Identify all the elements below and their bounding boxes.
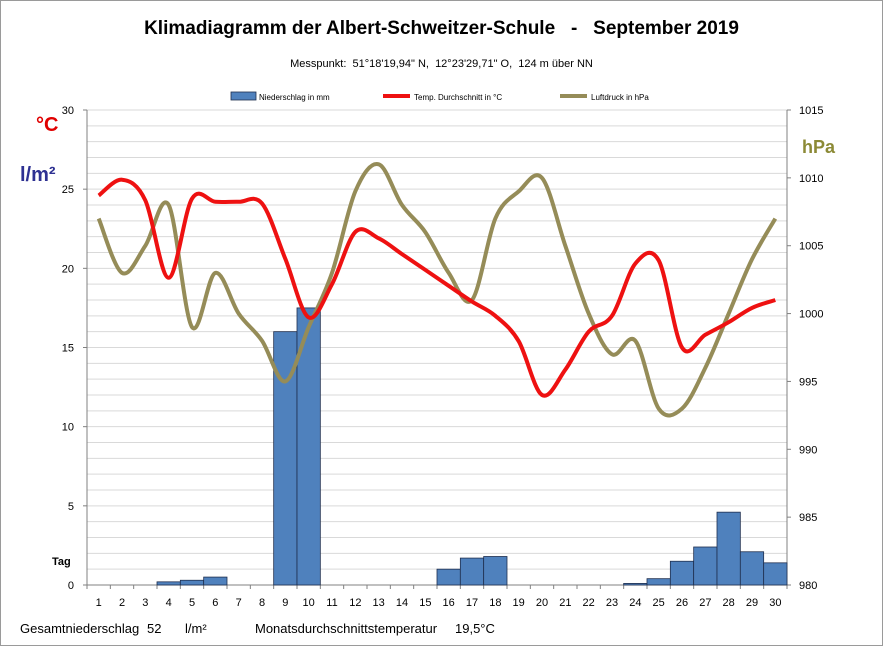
- x-tick-label: 1: [96, 597, 102, 609]
- precip-bar: [716, 511, 741, 586]
- left-tick-label: 15: [62, 343, 74, 355]
- precip-bar: [763, 562, 788, 586]
- x-tick-label: 22: [583, 597, 595, 609]
- x-tick-label: 12: [349, 597, 361, 609]
- right-tick-label: 1000: [799, 309, 823, 321]
- chart-title: Klimadiagramm der Albert-Schweitzer-Schu…: [144, 18, 739, 39]
- total-precip-unit: l/m²: [185, 621, 207, 636]
- x-tick-label: 25: [653, 597, 665, 609]
- x-tick-label: 18: [489, 597, 501, 609]
- legend-label-pressure: Luftdruck in hPa: [591, 93, 649, 102]
- precip-bar: [646, 578, 671, 586]
- precip-bar: [179, 579, 205, 586]
- x-tick-label: 11: [326, 597, 337, 609]
- left-tick-label: 20: [62, 263, 74, 275]
- precip-bar: [623, 583, 648, 586]
- x-tick-label: 3: [142, 597, 148, 609]
- x-tick-label: 4: [166, 597, 172, 609]
- x-tick-label: 10: [303, 597, 315, 609]
- precip-bar: [203, 576, 228, 586]
- precip-bar: [669, 560, 695, 586]
- temperature-line: [97, 177, 776, 398]
- right-tick-label: 985: [799, 512, 817, 524]
- total-precip-value: 52: [147, 621, 162, 636]
- right-tick-label: 1010: [799, 173, 823, 185]
- right-tick-label: 1015: [799, 105, 823, 117]
- precip-bar: [156, 581, 181, 586]
- x-tick-label: 13: [373, 597, 385, 609]
- left-tick-label: 5: [68, 501, 74, 513]
- x-tick-label: 15: [419, 597, 431, 609]
- left-tick-label: 10: [62, 422, 74, 434]
- left-axis-unit-celsius: °C: [36, 114, 59, 136]
- precip-bar: [459, 557, 485, 586]
- x-tick-label: 5: [189, 597, 195, 609]
- x-tick-label: 27: [699, 597, 711, 609]
- pressure-line: [96, 162, 778, 418]
- x-tick-label: 19: [513, 597, 525, 609]
- x-tick-label: 24: [629, 597, 641, 609]
- right-axis-unit-hpa: hPa: [802, 137, 836, 157]
- precip-bar: [483, 556, 508, 586]
- x-tick-label: 30: [769, 597, 781, 609]
- avg-temp-value: 19,5°C: [455, 621, 495, 636]
- right-tick-label: 995: [799, 376, 817, 388]
- legend-label-precip: Niederschlag in mm: [259, 93, 330, 102]
- x-tick-label: 29: [746, 597, 758, 609]
- x-tick-label: 20: [536, 597, 548, 609]
- x-tick-label: 17: [466, 597, 478, 609]
- avg-temp-label: Monatsdurchschnittstemperatur: [255, 621, 438, 636]
- x-tick-label: 23: [606, 597, 618, 609]
- right-tick-label: 1005: [799, 241, 823, 253]
- x-tick-label: 6: [212, 597, 218, 609]
- x-tick-label: 21: [559, 597, 571, 609]
- x-tick-label: 16: [443, 597, 455, 609]
- x-tick-label: 7: [236, 597, 242, 609]
- total-precip-label: Gesamtniederschlag: [20, 621, 140, 636]
- legend-swatch-precip: [230, 91, 257, 101]
- right-tick-label: 980: [799, 580, 817, 592]
- x-tick-label: 2: [119, 597, 125, 609]
- left-tick-label: 30: [62, 105, 74, 117]
- left-tick-label: 0: [68, 580, 74, 592]
- legend-label-temp: Temp. Durchschnitt in °C: [414, 93, 502, 102]
- x-tick-label: 26: [676, 597, 688, 609]
- chart-subtitle: Messpunkt: 51°18'19,94" N, 12°23'29,71" …: [290, 58, 593, 70]
- x-tick-label: 14: [396, 597, 408, 609]
- x-tick-label: 28: [723, 597, 735, 609]
- precip-bar: [739, 551, 765, 586]
- precip-bar: [296, 307, 321, 586]
- x-tick-label: 9: [282, 597, 288, 609]
- x-tick-label: 8: [259, 597, 265, 609]
- x-axis-label: Tag: [52, 556, 71, 568]
- precip-bar: [436, 568, 461, 586]
- precip-bar: [693, 546, 718, 586]
- left-tick-label: 25: [62, 184, 74, 196]
- left-axis-unit-precip: l/m²: [20, 164, 56, 186]
- right-tick-label: 990: [799, 444, 817, 456]
